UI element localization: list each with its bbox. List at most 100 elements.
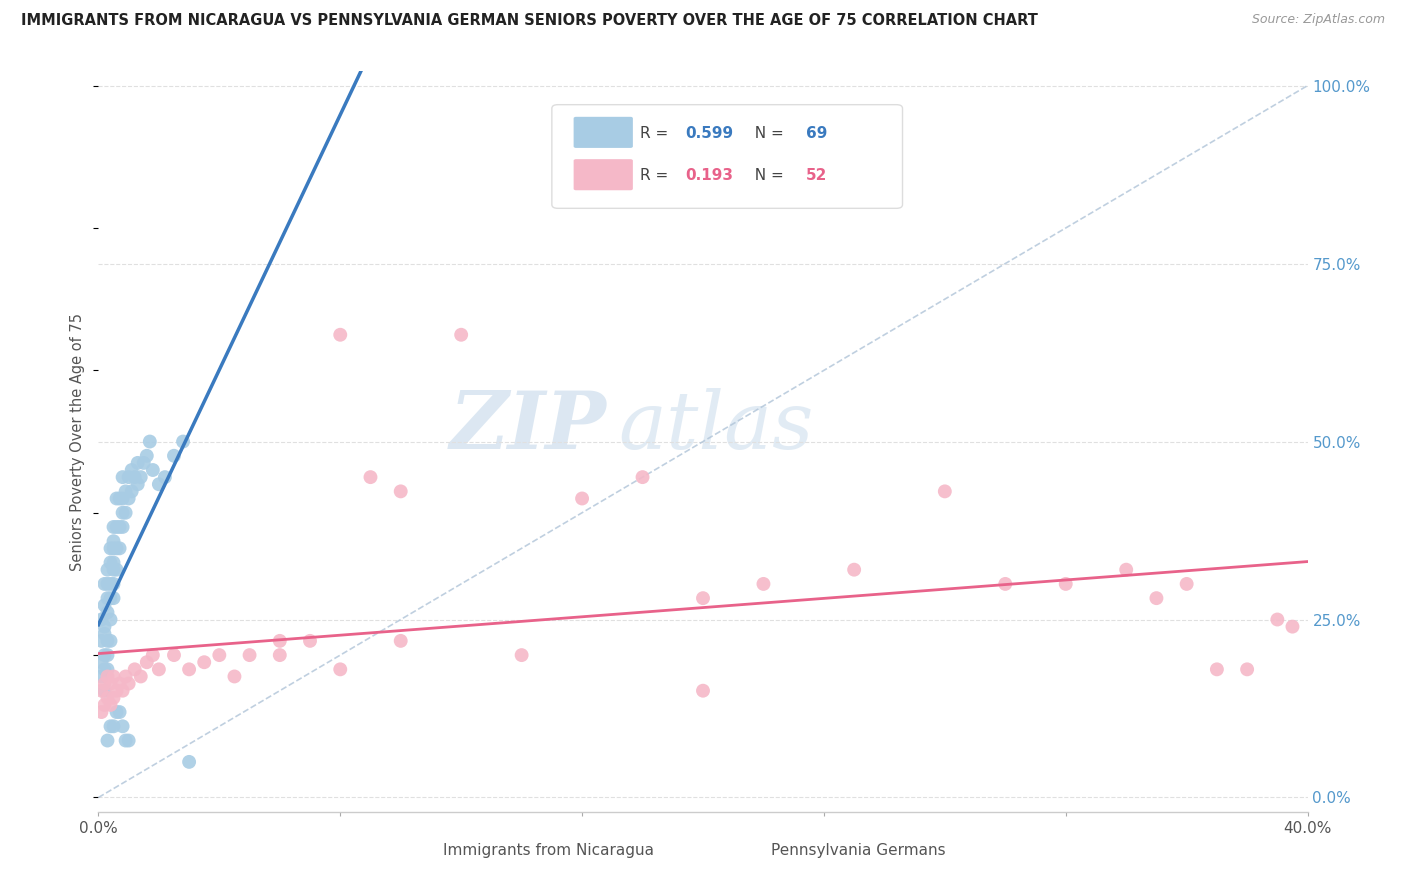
Point <box>100 613 122 627</box>
Point <box>269 648 291 662</box>
Point <box>100 577 122 591</box>
Point <box>111 470 134 484</box>
Point <box>142 648 165 662</box>
Point <box>93 683 115 698</box>
Text: R =: R = <box>640 126 673 141</box>
Point <box>111 719 134 733</box>
Point <box>631 470 654 484</box>
Point <box>360 470 382 484</box>
Point <box>114 733 136 747</box>
Text: 0.599: 0.599 <box>685 126 733 141</box>
Point <box>118 470 141 484</box>
Point <box>103 577 125 591</box>
Point <box>127 477 149 491</box>
Point <box>108 705 131 719</box>
Point <box>510 648 533 662</box>
Point <box>129 669 152 683</box>
Point <box>93 676 115 690</box>
Point <box>105 520 128 534</box>
Point <box>1115 563 1137 577</box>
Point <box>103 563 125 577</box>
Point <box>389 484 412 499</box>
Point <box>129 470 152 484</box>
Point <box>1236 662 1258 676</box>
Text: 52: 52 <box>806 168 827 183</box>
Text: 0.193: 0.193 <box>685 168 733 183</box>
Text: N =: N = <box>745 126 789 141</box>
Point <box>93 599 115 613</box>
Point <box>96 633 118 648</box>
Point <box>163 449 186 463</box>
FancyBboxPatch shape <box>574 159 633 190</box>
Point <box>118 733 141 747</box>
Point <box>329 662 352 676</box>
Point <box>108 541 131 556</box>
Point <box>103 719 125 733</box>
Text: 69: 69 <box>806 126 827 141</box>
Point <box>132 456 155 470</box>
Point <box>114 669 136 683</box>
Point <box>96 662 118 676</box>
Y-axis label: Seniors Poverty Over the Age of 75: Seniors Poverty Over the Age of 75 <box>70 312 86 571</box>
Point <box>105 705 128 719</box>
Point <box>1054 577 1077 591</box>
Text: Immigrants from Nicaragua: Immigrants from Nicaragua <box>443 843 654 858</box>
Point <box>1144 591 1167 606</box>
Point <box>96 563 118 577</box>
Point <box>269 633 291 648</box>
Point <box>208 648 231 662</box>
Point <box>100 633 122 648</box>
Point <box>121 463 143 477</box>
Point <box>118 676 141 690</box>
Point <box>103 520 125 534</box>
Point <box>127 456 149 470</box>
Point <box>142 463 165 477</box>
Point <box>752 577 775 591</box>
Text: ZIP: ZIP <box>450 388 606 466</box>
Point <box>93 626 115 640</box>
Point <box>105 491 128 506</box>
Point <box>571 491 593 506</box>
Point <box>103 541 125 556</box>
Point <box>329 327 352 342</box>
Point <box>100 591 122 606</box>
Point <box>692 591 714 606</box>
Point <box>1267 613 1289 627</box>
Point <box>96 690 118 705</box>
Point <box>114 506 136 520</box>
Point <box>148 477 170 491</box>
Point <box>934 484 956 499</box>
Point <box>172 434 194 449</box>
Point <box>103 591 125 606</box>
Point <box>90 705 112 719</box>
Point <box>90 655 112 669</box>
Point <box>93 648 115 662</box>
Point <box>118 491 141 506</box>
Point <box>90 633 112 648</box>
Point <box>103 669 125 683</box>
Point <box>96 606 118 620</box>
Text: IMMIGRANTS FROM NICARAGUA VS PENNSYLVANIA GERMAN SENIORS POVERTY OVER THE AGE OF: IMMIGRANTS FROM NICARAGUA VS PENNSYLVANI… <box>21 13 1038 29</box>
Point <box>121 484 143 499</box>
Point <box>224 669 246 683</box>
Point <box>114 484 136 499</box>
Point <box>100 698 122 712</box>
Point <box>100 676 122 690</box>
Point <box>1206 662 1229 676</box>
Point <box>692 683 714 698</box>
Point <box>135 655 157 669</box>
FancyBboxPatch shape <box>398 842 437 862</box>
FancyBboxPatch shape <box>724 842 763 862</box>
Point <box>299 633 322 648</box>
Point <box>96 591 118 606</box>
FancyBboxPatch shape <box>553 104 903 209</box>
Point <box>103 690 125 705</box>
Point <box>96 648 118 662</box>
Point <box>844 563 866 577</box>
Text: Source: ZipAtlas.com: Source: ZipAtlas.com <box>1251 13 1385 27</box>
Point <box>100 556 122 570</box>
Point <box>179 662 201 676</box>
Point <box>148 662 170 676</box>
Point <box>994 577 1017 591</box>
Point <box>239 648 262 662</box>
